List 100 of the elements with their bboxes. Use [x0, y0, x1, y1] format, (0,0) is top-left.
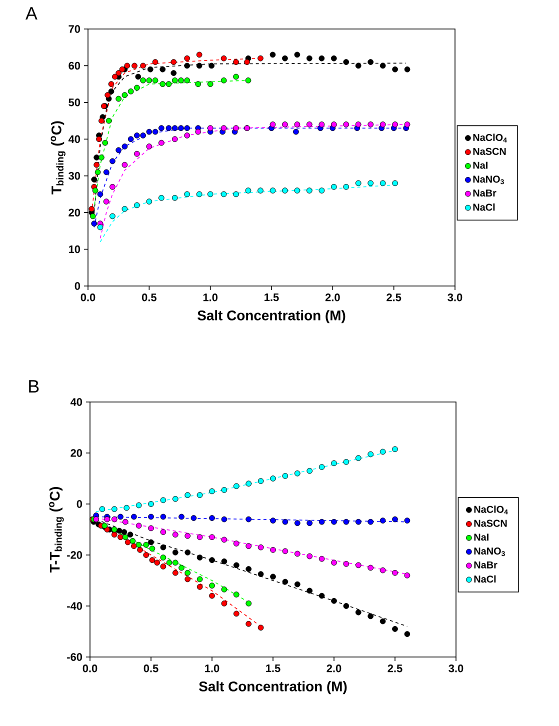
point	[110, 184, 116, 190]
point	[330, 184, 337, 190]
point	[172, 136, 178, 142]
point	[380, 180, 386, 186]
point	[380, 618, 386, 624]
point	[102, 140, 108, 146]
point	[343, 184, 350, 190]
point	[160, 529, 166, 535]
point	[318, 122, 325, 128]
point	[160, 81, 166, 88]
point	[170, 59, 177, 65]
x-tick-label: 0.5	[144, 664, 158, 672]
x-tick-label: 1.0	[205, 664, 220, 672]
point	[172, 532, 178, 538]
point	[233, 610, 240, 617]
point	[147, 66, 154, 72]
point	[122, 518, 128, 525]
point	[343, 122, 350, 128]
chart-title: B	[29, 380, 39, 393]
point	[184, 576, 191, 582]
point	[122, 534, 128, 540]
point	[152, 128, 158, 135]
legend-label: NaBr	[473, 190, 496, 197]
point	[108, 81, 114, 88]
point	[91, 176, 98, 182]
point	[152, 77, 158, 84]
point	[258, 544, 264, 550]
point	[207, 125, 214, 132]
point	[331, 460, 337, 466]
point	[196, 576, 203, 582]
point	[221, 586, 228, 592]
y-tick-label: 60	[68, 62, 80, 70]
point	[368, 564, 374, 571]
chart-title: A	[25, 7, 38, 20]
point	[148, 525, 154, 532]
point	[306, 55, 312, 62]
point	[306, 520, 313, 526]
point	[355, 455, 362, 462]
point	[158, 125, 164, 132]
point	[355, 609, 362, 616]
point	[148, 514, 154, 520]
legend-label: NaClO$_{4}$	[474, 506, 508, 514]
point	[128, 88, 134, 94]
point	[246, 566, 252, 572]
point	[306, 588, 313, 594]
point	[294, 470, 300, 476]
legend-label: NaI	[474, 534, 488, 541]
point	[111, 506, 118, 512]
y-tick-label: 70	[68, 25, 80, 33]
point	[124, 62, 130, 69]
point	[306, 188, 312, 194]
legend-label: NaSCN	[474, 520, 507, 527]
point	[140, 77, 146, 84]
point	[233, 59, 239, 65]
point	[355, 62, 362, 69]
point	[368, 59, 374, 65]
point	[294, 520, 300, 526]
point	[196, 534, 203, 540]
point	[160, 564, 166, 570]
point	[380, 518, 386, 524]
point	[246, 516, 252, 522]
point	[392, 446, 398, 452]
point	[122, 206, 128, 212]
point	[108, 88, 114, 94]
point	[127, 532, 134, 538]
point	[160, 497, 166, 504]
point	[233, 191, 239, 198]
point	[294, 550, 300, 557]
point	[110, 213, 116, 220]
point	[178, 125, 184, 132]
point	[154, 560, 160, 566]
point	[318, 188, 325, 194]
point	[160, 544, 166, 550]
point	[178, 77, 184, 84]
point	[270, 546, 276, 553]
point	[245, 188, 252, 194]
point	[392, 626, 398, 632]
point	[130, 538, 136, 544]
point	[184, 570, 191, 576]
point	[172, 194, 178, 201]
point	[294, 122, 300, 128]
point	[146, 198, 152, 204]
point	[132, 62, 138, 69]
point	[158, 140, 164, 146]
point	[146, 77, 152, 84]
point	[220, 77, 227, 84]
point	[221, 516, 228, 522]
point	[220, 191, 227, 198]
point	[116, 70, 122, 76]
point	[184, 125, 190, 132]
point	[355, 180, 362, 186]
point	[98, 118, 104, 124]
point	[143, 542, 150, 548]
point	[246, 480, 252, 487]
point	[104, 526, 110, 532]
point	[118, 534, 124, 540]
point	[282, 518, 288, 525]
point	[116, 96, 122, 102]
point	[331, 518, 337, 525]
point	[88, 206, 95, 212]
